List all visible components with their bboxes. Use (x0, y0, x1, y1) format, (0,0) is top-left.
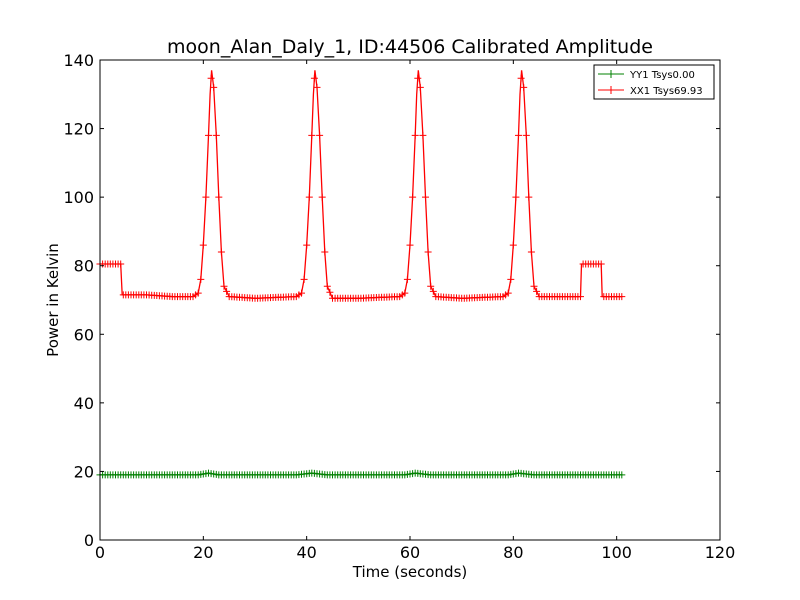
legend-marker-xx1 (604, 86, 618, 94)
data-point-xx1 (197, 275, 205, 283)
x-tick-label: 120 (705, 543, 736, 562)
data-point-xx1 (522, 131, 530, 139)
data-point-xx1 (318, 193, 326, 201)
axis-ticks: 0 20 40 60 80 100 120 0 20 40 60 80 100 120 140 (63, 51, 735, 562)
data-point-xx1 (530, 282, 538, 290)
legend-label-xx1: XX1 Tsys69.93 (630, 86, 703, 97)
legend-marker-yy1 (604, 70, 618, 78)
data-point-xx1 (618, 293, 626, 301)
data-point-xx1 (424, 248, 432, 256)
y-tick-label: 20 (74, 462, 94, 481)
data-point-xx1 (215, 193, 223, 201)
data-point-xx1 (205, 131, 212, 139)
x-tick-label: 60 (400, 543, 420, 562)
data-point-xx1 (427, 282, 435, 290)
data-point-xx1 (401, 289, 409, 297)
data-point-xx1 (323, 282, 331, 290)
y-tick-label: 140 (63, 51, 94, 70)
data-point-xx1 (406, 241, 414, 249)
x-tick-label: 20 (193, 543, 213, 562)
data-point-xx1 (597, 260, 605, 268)
series-xx1 (96, 70, 626, 302)
data-point-xx1 (298, 289, 305, 297)
data-point-xx1 (199, 241, 207, 249)
data-point-xx1 (310, 74, 318, 82)
chart-title: moon_Alan_Daly_1, ID:44506 Calibrated Am… (167, 36, 653, 58)
data-point-xx1 (422, 193, 429, 201)
data-point-xx1 (305, 193, 313, 201)
data-point-xx1 (313, 83, 321, 91)
data-point-xx1 (220, 282, 228, 290)
y-tick-label: 60 (74, 325, 94, 344)
y-tick-label: 40 (74, 394, 94, 413)
data-point-xx1 (300, 275, 308, 283)
data-point-xx1 (316, 131, 324, 139)
data-point-xx1 (577, 293, 584, 301)
series-yy1 (96, 469, 626, 479)
data-point-xx1 (429, 287, 437, 295)
x-tick-label: 80 (503, 543, 523, 562)
y-axis-title: Power in Kelvin (44, 243, 62, 357)
data-point-xx1 (520, 83, 528, 91)
data-point-xx1 (517, 74, 525, 82)
y-tick-label: 0 (84, 531, 94, 550)
data-point-xx1 (504, 289, 512, 297)
data-point-xx1 (515, 131, 522, 139)
y-tick-label: 100 (63, 188, 94, 207)
legend: YY1 Tsys0.00 XX1 Tsys69.93 (593, 64, 715, 100)
series-layer (96, 70, 626, 479)
x-tick-label: 100 (601, 543, 632, 562)
data-point-xx1 (117, 260, 125, 268)
data-point-yy1 (618, 471, 626, 479)
data-point-xx1 (414, 74, 422, 82)
data-point-xx1 (533, 287, 541, 295)
data-point-xx1 (411, 131, 419, 139)
data-point-xx1 (512, 193, 520, 201)
data-point-xx1 (416, 83, 424, 91)
data-point-xx1 (509, 241, 517, 249)
x-tick-label: 40 (296, 543, 316, 562)
y-tick-label: 120 (63, 120, 94, 139)
data-point-xx1 (321, 248, 329, 256)
data-point-xx1 (207, 74, 215, 82)
y-tick-label: 80 (74, 257, 94, 276)
data-point-xx1 (409, 193, 417, 201)
data-point-xx1 (419, 131, 427, 139)
data-point-xx1 (202, 193, 210, 201)
data-point-xx1 (303, 241, 311, 249)
data-point-xx1 (527, 248, 535, 256)
data-point-xx1 (223, 287, 231, 295)
data-point-xx1 (403, 275, 411, 283)
data-point-xx1 (525, 193, 533, 201)
x-axis-title: Time (seconds) (352, 563, 468, 581)
data-point-xx1 (210, 83, 218, 91)
data-point-xx1 (194, 289, 202, 297)
data-point-xx1 (326, 288, 334, 296)
x-tick-label: 0 (95, 543, 105, 562)
data-point-xx1 (308, 131, 316, 139)
data-point-xx1 (507, 275, 515, 283)
legend-label-yy1: YY1 Tsys0.00 (629, 70, 695, 81)
data-point-xx1 (217, 248, 225, 256)
data-point-xx1 (212, 131, 220, 139)
legend-box (593, 64, 715, 100)
